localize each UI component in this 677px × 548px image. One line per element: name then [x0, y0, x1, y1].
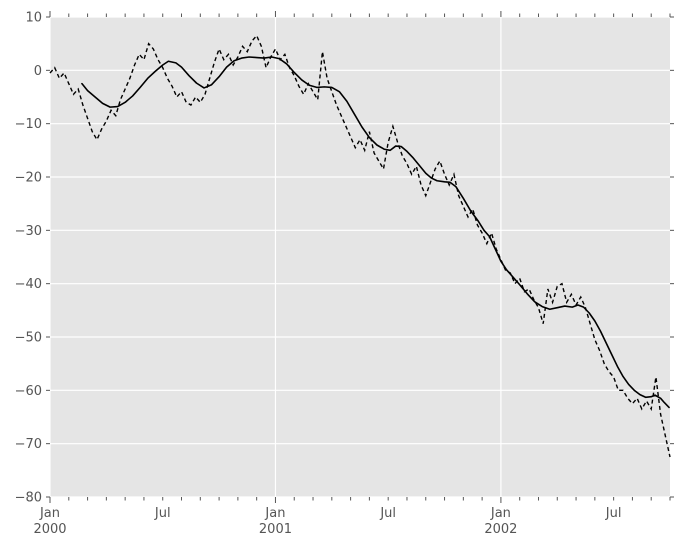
y-tick-label: −30	[15, 224, 42, 239]
y-tick-label: −20	[15, 171, 42, 186]
x-tick-label-month: Jul	[379, 506, 396, 521]
x-tick-label-month: Jan	[490, 506, 511, 521]
y-tick-label: −80	[15, 491, 42, 506]
y-tick-label: 0	[34, 64, 42, 79]
y-tick-label: −70	[15, 437, 42, 452]
noisy-series-line	[49, 34, 671, 458]
x-tick-label-month: Jul	[605, 506, 622, 521]
x-tick-label-month: Jan	[264, 506, 285, 521]
smoothed-series-line	[81, 56, 670, 409]
plot-area	[50, 17, 670, 497]
y-tick-label: −40	[15, 277, 42, 292]
x-tick-label-year: 2000	[33, 522, 66, 537]
x-tick-label-year: 2001	[259, 522, 292, 537]
y-tick-label: 10	[25, 11, 42, 26]
y-tick-label: −50	[15, 331, 42, 346]
x-tick-label-month: Jul	[154, 506, 171, 521]
y-tick-label: −60	[15, 384, 42, 399]
x-tick-label-year: 2002	[484, 522, 517, 537]
y-tick-label: −10	[15, 117, 42, 132]
x-tick-label-month: Jan	[39, 506, 60, 521]
